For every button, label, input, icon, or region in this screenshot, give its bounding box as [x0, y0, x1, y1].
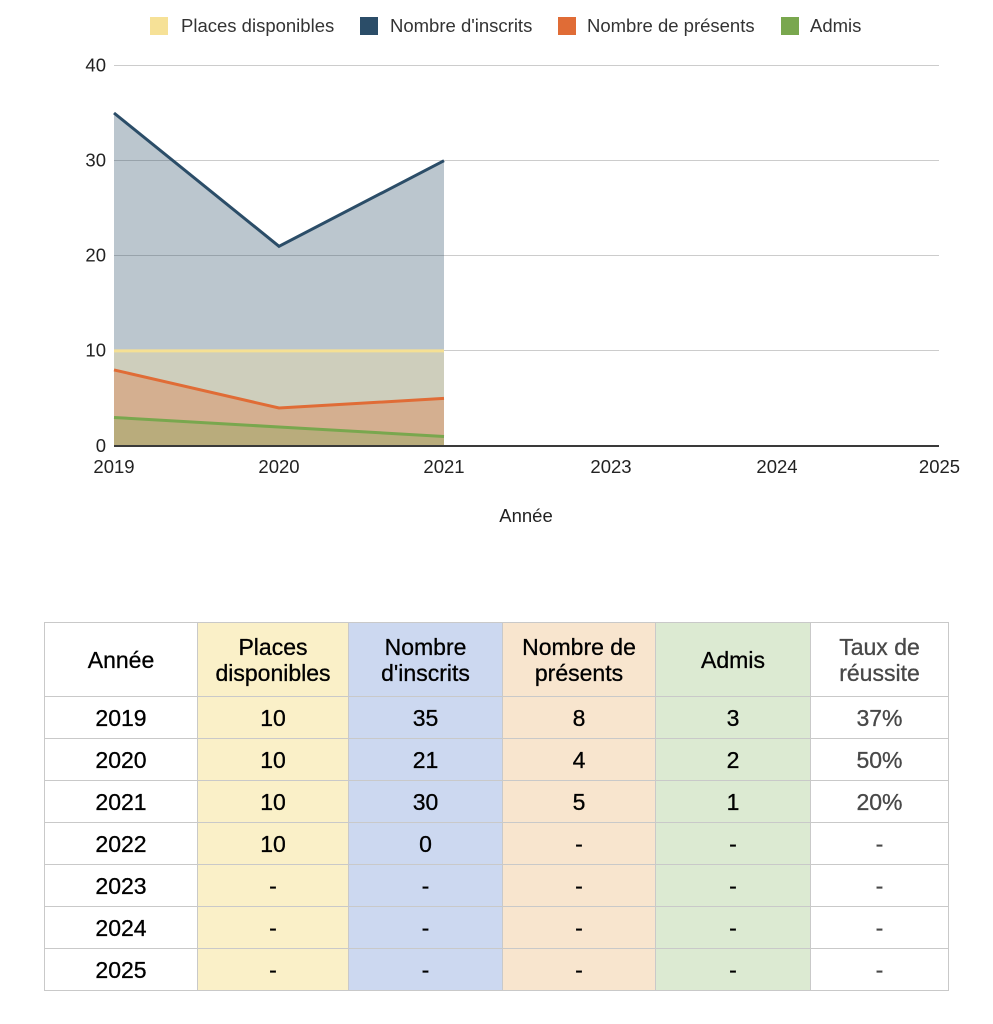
svg-text:0: 0 — [96, 435, 106, 456]
svg-text:2024: 2024 — [756, 456, 797, 477]
svg-text:30: 30 — [85, 150, 106, 171]
svg-text:20: 20 — [85, 245, 106, 266]
svg-text:2025: 2025 — [919, 456, 960, 477]
svg-text:10: 10 — [85, 340, 106, 361]
svg-text:2019: 2019 — [93, 456, 134, 477]
svg-text:Nombre de présents: Nombre de présents — [587, 15, 755, 36]
svg-text:2023: 2023 — [590, 456, 631, 477]
svg-text:Admis: Admis — [810, 15, 861, 36]
svg-text:2021: 2021 — [423, 456, 464, 477]
svg-text:40: 40 — [85, 55, 106, 76]
svg-text:2020: 2020 — [258, 456, 299, 477]
svg-text:Places disponibles: Places disponibles — [181, 15, 334, 36]
svg-text:Nombre d'inscrits: Nombre d'inscrits — [390, 15, 532, 36]
svg-text:Année: Année — [499, 505, 553, 526]
